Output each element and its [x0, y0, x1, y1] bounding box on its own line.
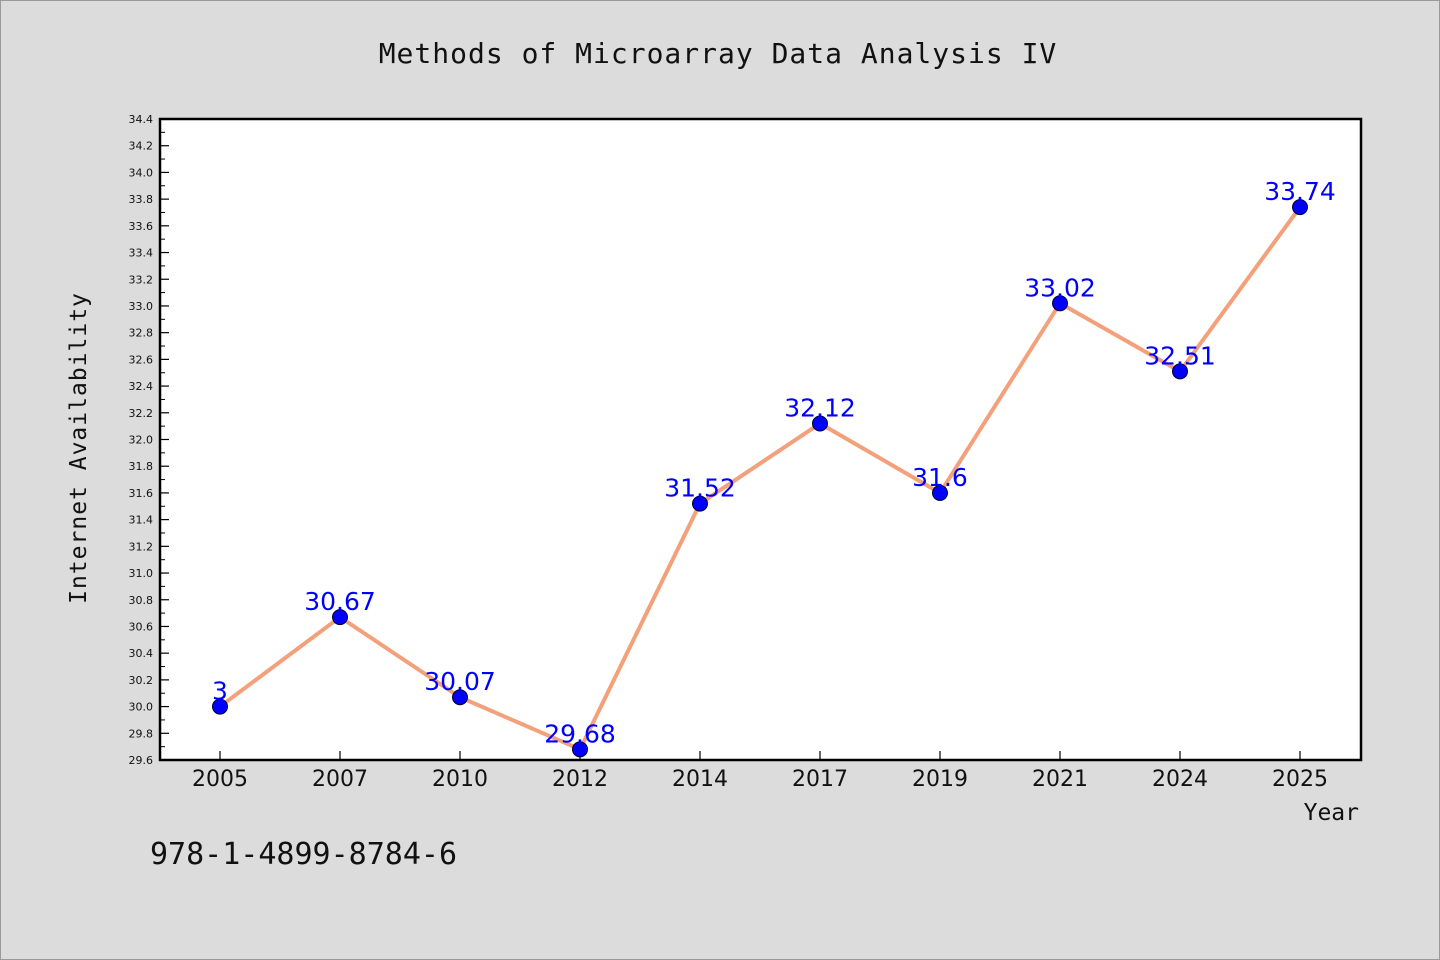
data-label: 31.6	[912, 463, 968, 492]
plot-area	[158, 117, 1363, 762]
y-tick-label: 32.0	[129, 434, 154, 447]
data-point	[692, 495, 708, 512]
y-tick-label: 31.2	[129, 540, 154, 553]
isbn-text: 978-1-4899-8784-6	[150, 837, 457, 872]
data-label: 33.74	[1264, 177, 1336, 206]
data-point	[812, 415, 828, 432]
data-point	[1052, 295, 1068, 312]
y-axis: 29.6 29.8 30.0 30.2 30.4 30.6 30.8 31.0 31.2 31.4…	[129, 113, 169, 767]
data-point	[452, 689, 468, 706]
x-tick-label: 2014	[672, 767, 728, 792]
y-tick-label: 33.8	[129, 193, 154, 206]
y-tick-label: 30.0	[129, 701, 154, 714]
data-label: 3	[212, 677, 228, 706]
data-label: 29.68	[544, 719, 616, 748]
x-tick-label: 2012	[552, 767, 608, 792]
y-tick-label: 32.4	[129, 380, 154, 393]
y-tick-label: 30.6	[129, 620, 154, 633]
y-tick-label: 34.4	[129, 113, 154, 126]
y-tick-label: 33.0	[129, 300, 154, 313]
data-label: 30.07	[424, 667, 496, 696]
y-tick-label: 31.0	[129, 567, 154, 580]
data-labels: 3 30.67 30.07 29.68 31.52 32.12 31.6 33.02 32.51…	[212, 177, 1336, 748]
data-point	[1172, 363, 1188, 380]
series-line	[218, 205, 1302, 752]
data-label: 32.12	[784, 393, 856, 422]
y-axis-label: Internet Availability	[66, 292, 92, 604]
y-tick-label: 33.2	[129, 273, 154, 286]
y-tick-label: 30.2	[129, 674, 154, 687]
y-tick-label: 34.0	[129, 166, 154, 179]
x-axis: 2005 2007 2010 2012 2014 2017 2019 2021 2024 2025	[192, 751, 1328, 792]
data-point	[212, 698, 228, 715]
x-tick-label: 2005	[192, 767, 248, 792]
x-axis-label: Year	[1304, 800, 1359, 826]
y-tick-label: 30.4	[129, 647, 154, 660]
data-label: 30.67	[304, 587, 376, 616]
y-tick-label: 29.6	[129, 754, 154, 767]
y-tick-label: 30.8	[129, 594, 154, 607]
y-tick-label: 31.8	[129, 460, 154, 473]
data-label: 32.51	[1144, 341, 1216, 370]
data-label: 33.02	[1024, 273, 1096, 302]
data-point	[1292, 199, 1308, 216]
y-tick-label: 32.8	[129, 327, 154, 340]
x-tick-label: 2017	[792, 767, 848, 792]
y-tick-label: 29.8	[129, 727, 154, 740]
y-tick-label: 32.6	[129, 353, 154, 366]
x-tick-label: 2024	[1152, 767, 1208, 792]
x-tick-label: 2025	[1272, 767, 1328, 792]
y-tick-label: 32.2	[129, 407, 154, 420]
data-point	[572, 741, 588, 758]
y-tick-label: 31.4	[129, 514, 154, 527]
y-tick-label: 34.2	[129, 140, 154, 153]
data-point	[932, 484, 948, 501]
y-tick-label: 31.6	[129, 487, 154, 500]
chart-title: Methods of Microarray Data Analysis IV	[379, 37, 1058, 70]
x-tick-label: 2010	[432, 767, 488, 792]
series	[212, 199, 1308, 758]
data-label: 31.52	[664, 474, 736, 503]
data-point	[332, 609, 348, 626]
x-tick-label: 2007	[312, 767, 368, 792]
y-tick-label: 33.4	[129, 247, 154, 260]
x-tick-label: 2021	[1032, 767, 1088, 792]
x-tick-label: 2019	[912, 767, 968, 792]
y-tick-label: 33.6	[129, 220, 154, 233]
